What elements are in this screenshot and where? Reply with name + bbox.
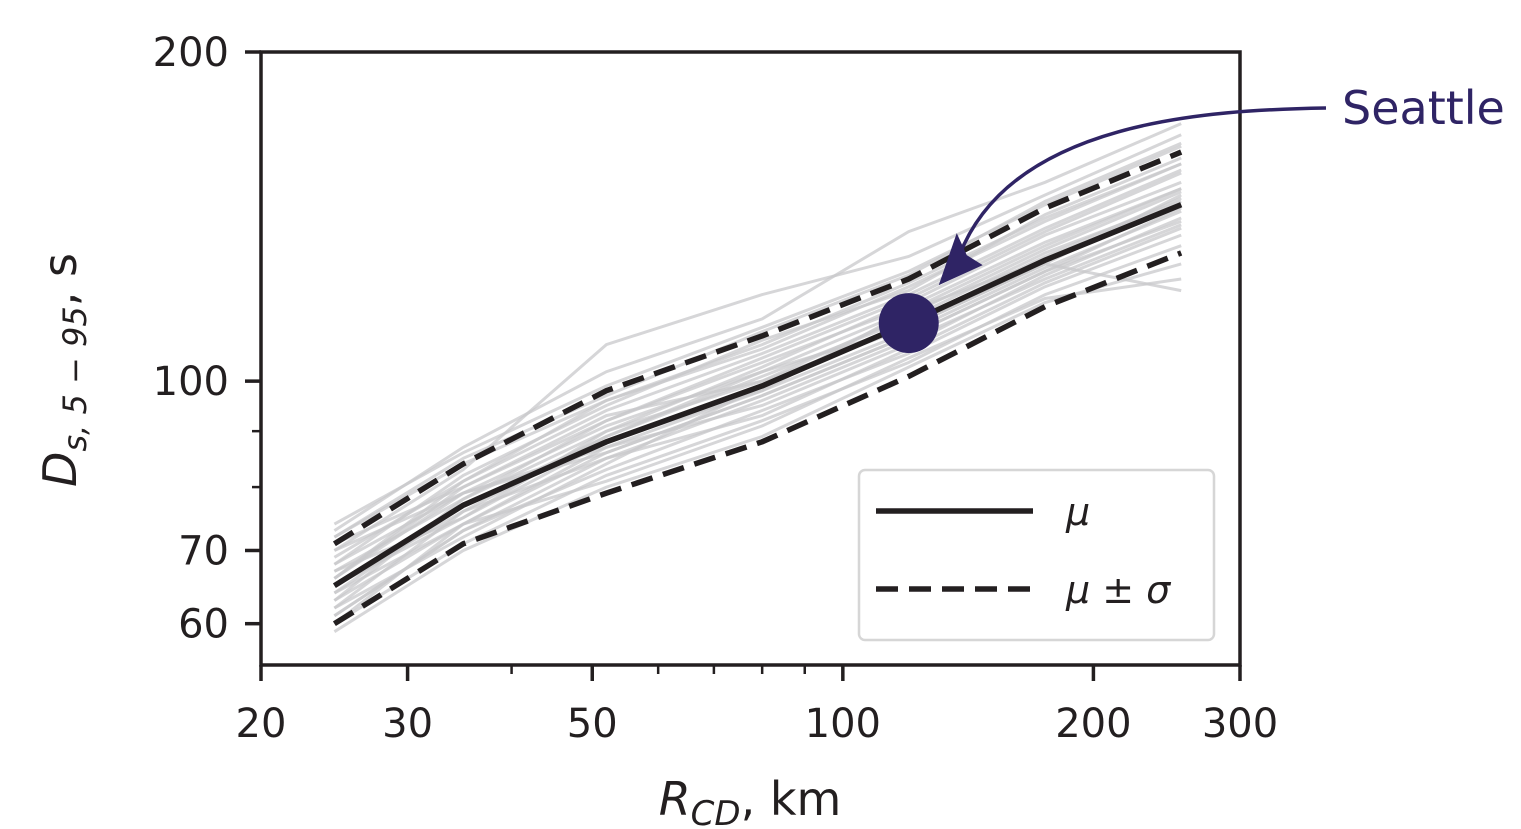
member-line-27 <box>333 162 1182 580</box>
seattle-arrow-head <box>938 233 983 286</box>
y-axis-title-subscript: s, 5 − 95 <box>56 306 94 451</box>
y-axis-title-main: D <box>33 452 87 487</box>
member-line-22 <box>333 171 1182 602</box>
y-axis-title: Ds, 5 − 95, s <box>33 253 94 487</box>
seattle-marker <box>878 293 939 354</box>
x-axis: 20 30 50 100 200 300 <box>236 665 1278 747</box>
y-tick-label-200: 200 <box>153 30 229 76</box>
y-tick-label-100: 100 <box>153 359 229 405</box>
statistic-lines <box>332 149 1183 627</box>
member-line-21 <box>333 190 1182 573</box>
x-tick-label-200: 200 <box>1055 701 1131 747</box>
x-axis-title: RCD, km <box>659 772 842 829</box>
member-line-24 <box>333 262 1182 587</box>
member-line-25 <box>333 141 1182 539</box>
member-line-6 <box>333 133 1182 552</box>
legend-mean-label: μ <box>1065 490 1090 534</box>
plot-frame <box>259 50 1242 667</box>
y-tick-label-70: 70 <box>178 528 229 574</box>
x-axis-title-subscript: CD <box>691 794 741 829</box>
x-tick-label-50: 50 <box>567 701 618 747</box>
legend-box <box>857 468 1216 642</box>
mean-minus-sigma-line <box>332 250 1183 627</box>
mean-plus-sigma-line <box>332 149 1183 547</box>
member-line-19 <box>333 156 1182 566</box>
member-line-13 <box>333 262 1182 633</box>
y-tick-label-60: 60 <box>178 602 229 648</box>
y-axis: 60 70 100 200 <box>153 30 261 648</box>
mean-line <box>332 202 1183 589</box>
member-line-15 <box>333 187 1182 546</box>
x-tick-label-20: 20 <box>236 701 287 747</box>
x-axis-title-main: R <box>659 772 691 826</box>
x-axis-title-unit: , km <box>741 772 842 826</box>
member-line-26 <box>333 226 1182 618</box>
seattle-annotation-arrow <box>957 106 1327 258</box>
highlight: Seattle <box>878 81 1505 354</box>
x-tick-label-300: 300 <box>1202 701 1278 747</box>
x-tick-label-100: 100 <box>805 701 881 747</box>
member-line-9 <box>333 144 1182 526</box>
member-line-23 <box>333 206 1182 552</box>
x-tick-label-30: 30 <box>382 701 433 747</box>
legend: μ μ ± σ <box>857 468 1216 642</box>
y-axis-title-unit: , s <box>33 253 87 306</box>
legend-sigma-label: μ ± σ <box>1065 568 1172 612</box>
member-line-17 <box>333 122 1182 532</box>
seattle-label: Seattle <box>1342 81 1505 135</box>
